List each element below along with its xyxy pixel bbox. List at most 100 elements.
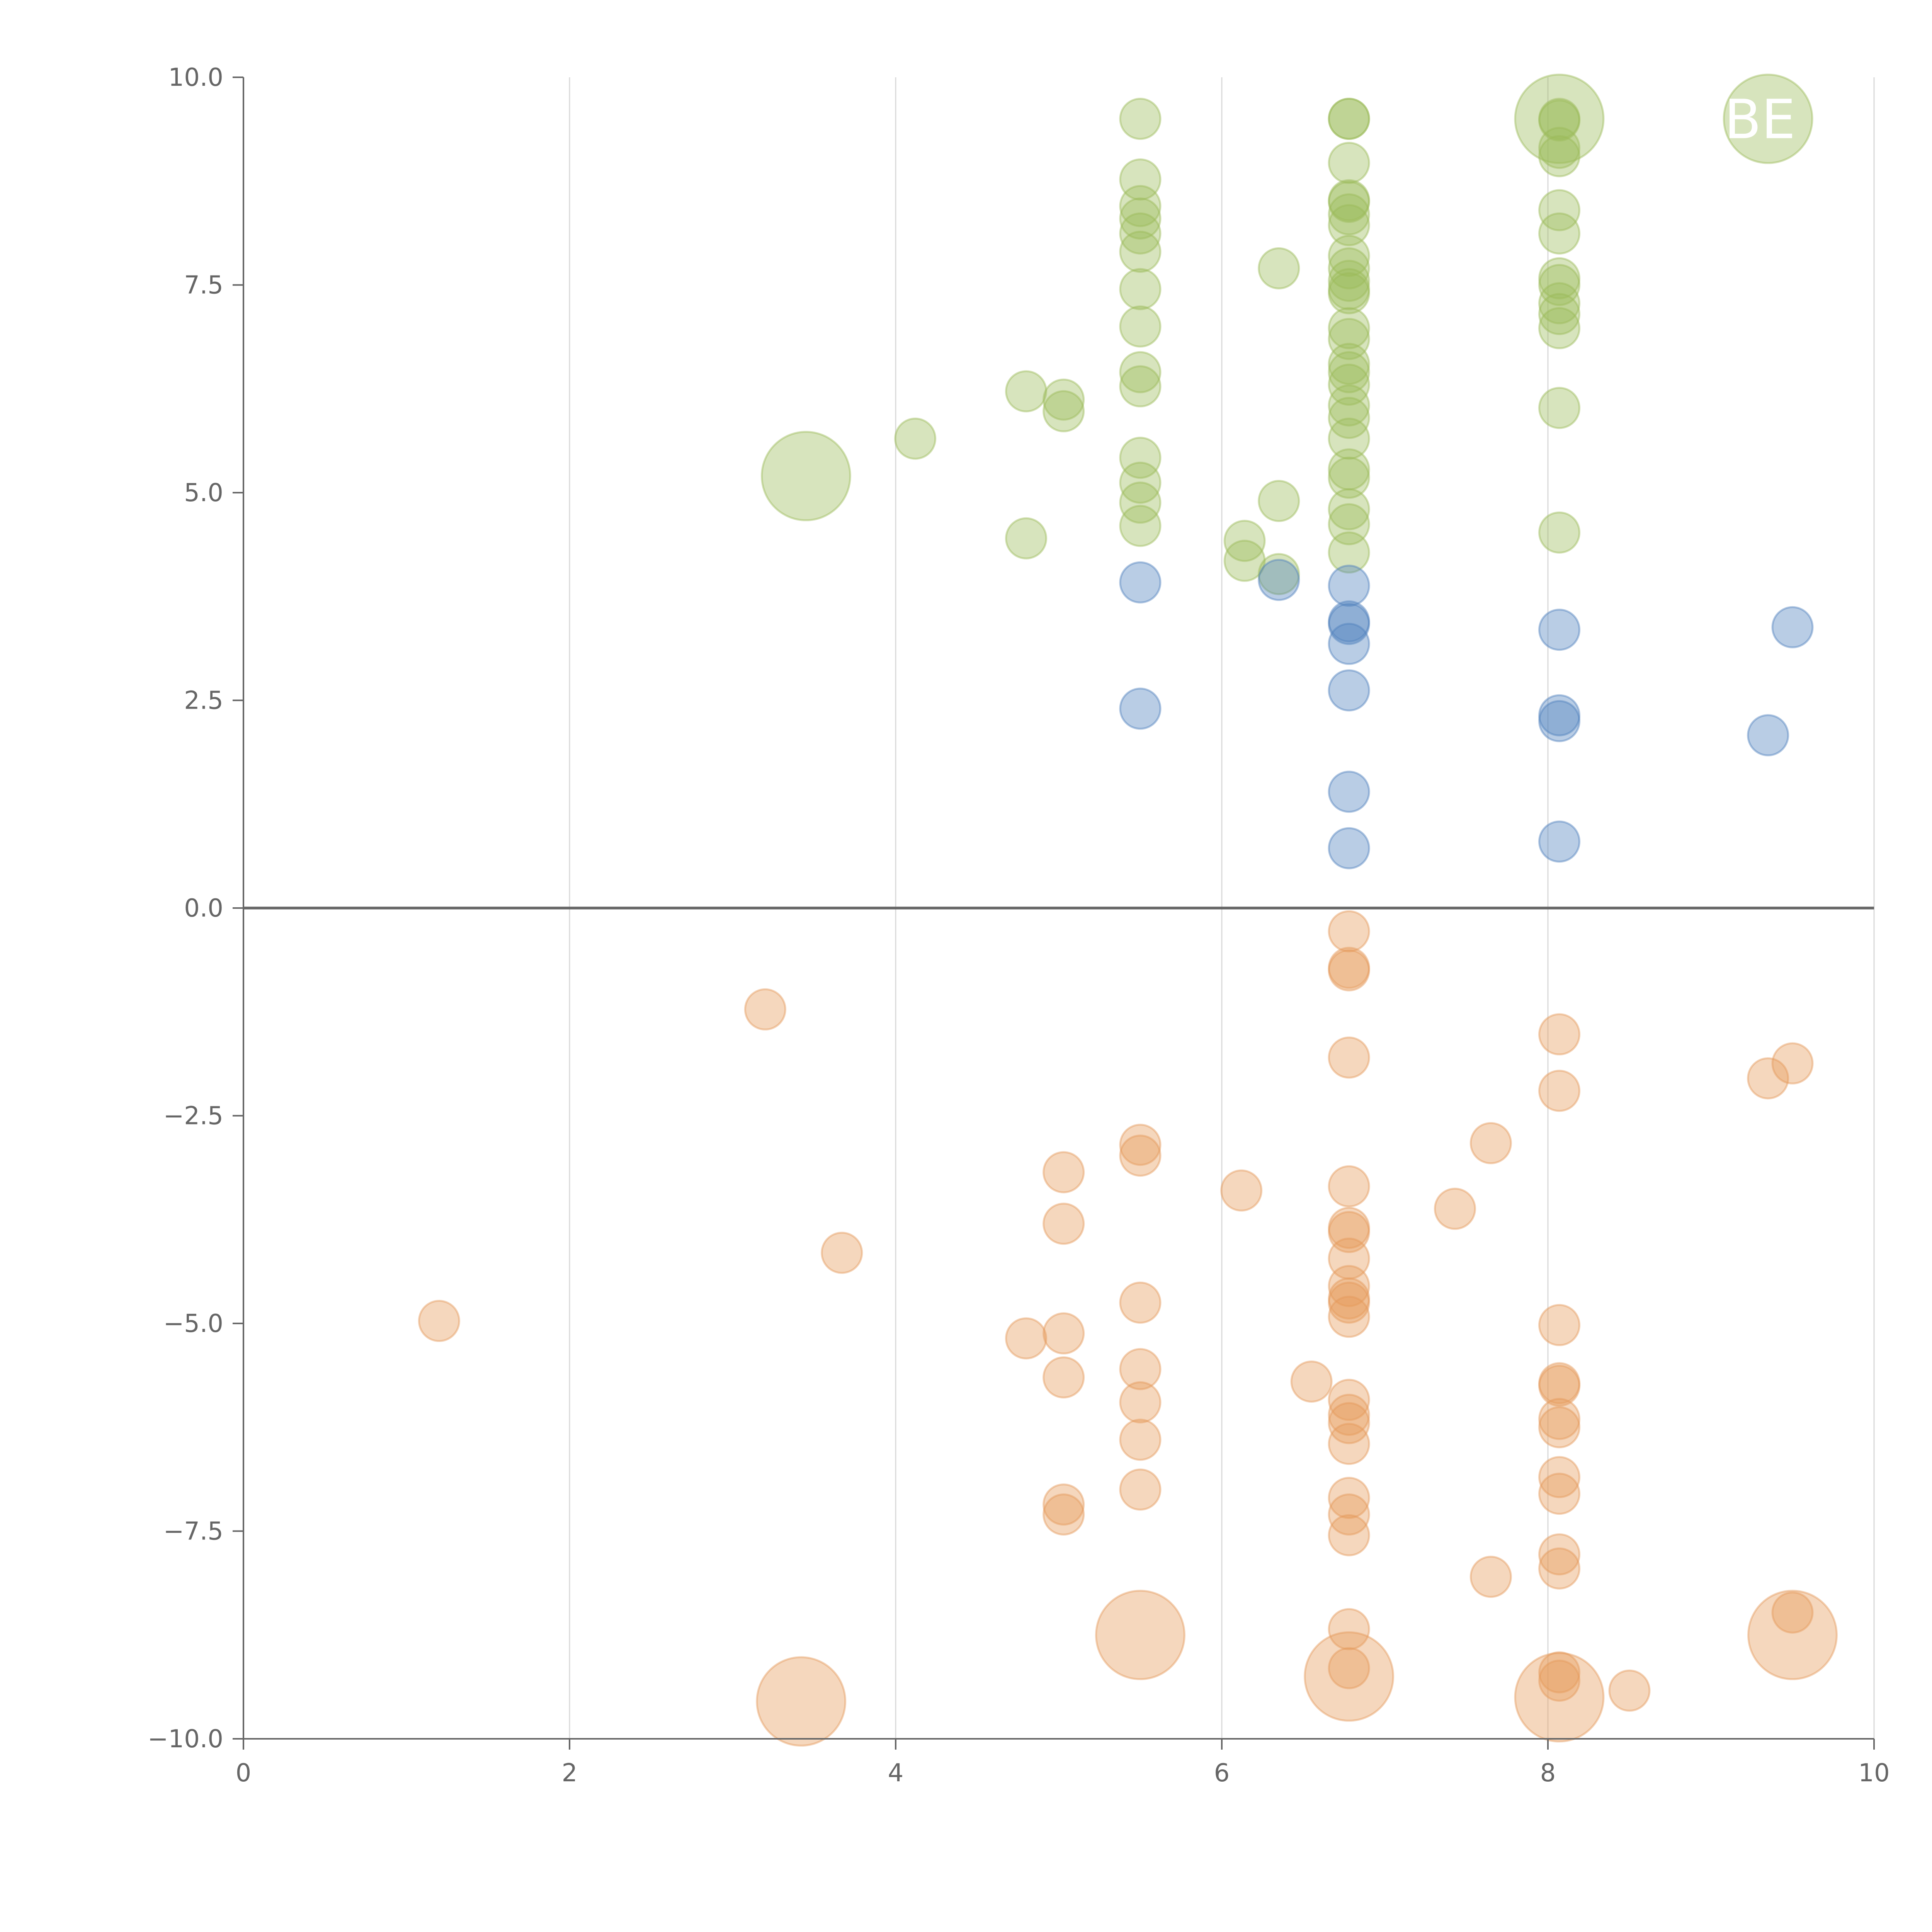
y-tick-label-4: 0.0 [184, 894, 223, 923]
bubble-s2-p16 [1119, 1418, 1162, 1461]
bubble-s2-p30 [1328, 1277, 1370, 1320]
bubble-s2-p20 [1290, 1361, 1333, 1403]
bubble-s2-p54 [1538, 1473, 1581, 1515]
bubble-s1-p1 [1119, 687, 1162, 730]
annotation-layer: BE [1724, 88, 1796, 151]
bubble-s1-p14 [1747, 714, 1789, 757]
bubble-s2-p11 [1119, 1124, 1162, 1166]
bubble-s0-p19 [1119, 505, 1162, 547]
bubble-s2-p44 [1469, 1122, 1512, 1164]
bubble-s0-p26 [1328, 98, 1370, 140]
bubble-s2-p28 [1328, 1237, 1370, 1280]
bubble-s2-p61 [1747, 1057, 1789, 1100]
bubble-s0-p28 [1328, 179, 1370, 221]
bubble-s0-p33 [1328, 247, 1370, 289]
bubble-s0-p48 [1328, 503, 1370, 546]
bubble-s0-p56 [1538, 212, 1581, 255]
bubble-s2-p39 [1328, 1514, 1370, 1556]
x-tick-label-5: 10 [1858, 1759, 1889, 1787]
bubble-s0-p7 [1119, 158, 1162, 201]
bubble-s1-p2 [1258, 559, 1300, 601]
bubble-s2-p34 [1328, 1394, 1370, 1436]
bubble-s0-p58 [1538, 264, 1581, 306]
bubble-s2-p56 [1538, 1547, 1581, 1590]
y-tick-label-2: 5.0 [184, 479, 223, 507]
bubble-s2-p50 [1538, 1364, 1581, 1407]
bubble-s0-p45 [1328, 448, 1370, 491]
bubble-s2-p52 [1538, 1406, 1581, 1449]
bubble-s2-p7 [1043, 1312, 1085, 1355]
bubble-s0-p35 [1328, 268, 1370, 310]
bubble-s2-p59 [1514, 1652, 1605, 1743]
bubble-s1-p5 [1328, 603, 1370, 645]
bubble-s0-p31 [1328, 204, 1370, 247]
bubble-s0-p25 [1328, 98, 1370, 140]
bubble-s0-p16 [1119, 437, 1162, 479]
bubble-s0-p51 [1538, 98, 1581, 140]
bubble-s0-p2 [1005, 370, 1048, 413]
bubble-s0-p14 [1119, 351, 1162, 393]
bubble-s2-p19 [1220, 1169, 1263, 1212]
bubble-s0-p47 [1328, 488, 1370, 531]
y-tick-label-7: −7.5 [163, 1517, 223, 1546]
bubble-s0-p22 [1258, 247, 1300, 289]
bubble-s2-p14 [1119, 1348, 1162, 1390]
y-tick-label-5: −2.5 [163, 1102, 223, 1131]
bubble-s0-p6 [1119, 98, 1162, 140]
bubble-s2-p29 [1328, 1265, 1370, 1307]
bubble-s0-p64 [1723, 73, 1813, 164]
bubble-s2-p26 [1328, 1207, 1370, 1249]
bubble-s1-p13 [1538, 820, 1581, 863]
bubble-s2-p57 [1538, 1651, 1581, 1694]
bubble-s0-p0 [760, 431, 851, 521]
bubble-s0-p57 [1538, 257, 1581, 299]
bubble-s2-p5 [1043, 1151, 1085, 1194]
bubble-s2-p46 [1538, 1013, 1581, 1056]
bubble-layer [418, 73, 1838, 1747]
bubble-s0-p8 [1119, 185, 1162, 227]
bubble-s0-p60 [1538, 293, 1581, 335]
bubble-s2-p43 [1434, 1187, 1476, 1230]
y-tick-label-6: −5.0 [163, 1310, 223, 1338]
bubble-s0-p34 [1328, 260, 1370, 302]
y-tick-label-0: 10.0 [168, 63, 224, 92]
bubble-s1-p0 [1119, 561, 1162, 604]
bubble-s2-p64 [1747, 1590, 1838, 1680]
bubble-s0-p24 [1258, 553, 1300, 595]
bubble-s0-p20 [1223, 520, 1266, 562]
bubble-s2-p6 [1043, 1202, 1085, 1245]
x-tick-label-1: 2 [562, 1759, 578, 1787]
bubble-s0-p59 [1538, 282, 1581, 325]
bubble-s2-p60 [1608, 1669, 1651, 1712]
bubble-s2-p63 [1771, 1591, 1814, 1634]
bubble-s0-p62 [1538, 387, 1581, 429]
bubble-s0-p23 [1258, 480, 1300, 522]
bubble-s2-p58 [1538, 1660, 1581, 1702]
bubble-s2-p0 [418, 1300, 460, 1342]
bubble-s0-p12 [1119, 268, 1162, 310]
bubble-s2-p36 [1328, 1423, 1370, 1465]
bubble-s2-p2 [756, 1656, 847, 1747]
bubble-s1-p7 [1328, 669, 1370, 712]
bubble-s1-p11 [1538, 694, 1581, 736]
x-tick-label-4: 8 [1540, 1759, 1556, 1787]
bubble-s0-p18 [1119, 481, 1162, 524]
bubble-s2-p41 [1328, 1647, 1370, 1689]
bubble-s1-p6 [1328, 622, 1370, 665]
bubble-s0-p5 [1043, 390, 1085, 432]
bubble-s0-p29 [1328, 181, 1370, 223]
bubble-s0-p39 [1328, 343, 1370, 385]
bubble-s2-p53 [1538, 1456, 1581, 1498]
bubble-s0-p41 [1328, 364, 1370, 406]
bubble-s0-p38 [1328, 318, 1370, 360]
bubble-s2-p15 [1119, 1381, 1162, 1423]
x-tick-label-0: 0 [236, 1759, 252, 1787]
bubble-s2-p9 [1043, 1483, 1085, 1526]
bubble-s2-p40 [1328, 1608, 1370, 1650]
y-tick-label-3: 2.5 [184, 687, 223, 715]
bubble-s1-p15 [1771, 606, 1814, 648]
bubble-s2-p35 [1328, 1402, 1370, 1444]
bubble-s2-p47 [1538, 1070, 1581, 1112]
bubble-s0-p50 [1514, 73, 1605, 164]
